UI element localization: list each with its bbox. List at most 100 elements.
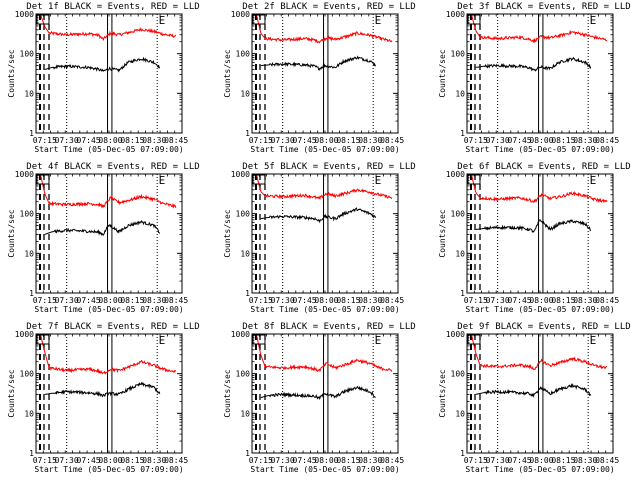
x-axis-label: Start Time (05-Dec-05 07:09:00) bbox=[250, 305, 399, 314]
plot-area bbox=[39, 334, 177, 453]
x-tick-label: 07:15 bbox=[249, 136, 273, 145]
y-tick-label: 100 bbox=[236, 370, 251, 379]
chart-panel-6: Det 6f BLACK = Events, RED = LLD E 1 10 100 1… bbox=[438, 162, 631, 314]
y-tick-label: 1000 bbox=[231, 330, 250, 339]
marker-label: E bbox=[375, 174, 382, 187]
plot-frame bbox=[466, 333, 614, 454]
x-tick-label: 07:30 bbox=[486, 136, 510, 145]
y-axis-label: Counts/sec bbox=[438, 209, 447, 257]
plot-frame bbox=[35, 173, 183, 294]
plot-frame bbox=[466, 173, 614, 294]
events-rate-line bbox=[260, 385, 376, 401]
plot-area bbox=[470, 14, 608, 133]
x-tick-label: 08:00 bbox=[98, 456, 122, 465]
plot-frame bbox=[251, 333, 399, 454]
panel-title: Det 2f BLACK = Events, RED = LLD bbox=[242, 2, 415, 12]
x-axis-label: Start Time (05-Dec-05 07:09:00) bbox=[34, 305, 183, 314]
y-axis-label: Counts/sec bbox=[223, 369, 232, 417]
x-tick-label: 07:30 bbox=[271, 456, 295, 465]
y-tick-label: 100 bbox=[236, 50, 251, 59]
y-tick-label: 1000 bbox=[231, 170, 250, 179]
x-tick-label: 08:00 bbox=[98, 296, 122, 305]
x-tick-label: 07:15 bbox=[33, 136, 57, 145]
x-tick-label: 07:15 bbox=[464, 456, 488, 465]
y-tick-label: 1000 bbox=[15, 330, 34, 339]
x-axis-label: Start Time (05-Dec-05 07:09:00) bbox=[465, 145, 614, 154]
lld-rate-line bbox=[255, 334, 393, 373]
lld-rate-line bbox=[255, 14, 393, 44]
x-tick-label: 07:30 bbox=[486, 296, 510, 305]
x-tick-label: 08:00 bbox=[529, 296, 553, 305]
y-tick-label: 1000 bbox=[446, 330, 465, 339]
x-tick-label: 07:45 bbox=[77, 136, 101, 145]
y-tick-label: 10 bbox=[455, 249, 465, 258]
plot-frame bbox=[251, 13, 399, 134]
x-axis-label: Start Time (05-Dec-05 07:09:00) bbox=[250, 145, 399, 154]
chart-panel-9: Det 9f BLACK = Events, RED = LLD E 1 10 100 1… bbox=[438, 322, 631, 474]
plot-area bbox=[255, 334, 393, 453]
plot-area bbox=[470, 174, 608, 293]
plot-area bbox=[39, 14, 176, 133]
y-tick-label: 10 bbox=[240, 249, 250, 258]
y-tick-label: 10 bbox=[24, 249, 34, 258]
x-tick-label: 08:00 bbox=[314, 296, 338, 305]
x-tick-label: 08:30 bbox=[142, 456, 166, 465]
lld-rate-line bbox=[39, 334, 177, 375]
lld-rate-line bbox=[39, 174, 177, 209]
lld-rate-line bbox=[39, 14, 176, 42]
chart-panel-8: Det 8f BLACK = Events, RED = LLD E 1 10 100 1… bbox=[223, 322, 416, 474]
y-tick-label: 1 bbox=[245, 449, 250, 458]
events-rate-line bbox=[44, 56, 161, 73]
events-rate-line bbox=[44, 381, 161, 398]
x-tick-label: 08:45 bbox=[164, 136, 188, 145]
plot-area bbox=[39, 174, 177, 293]
chart-panel-3: Det 3f BLACK = Events, RED = LLD E 1 10 100 1… bbox=[438, 2, 631, 154]
panel-title: Det 4f BLACK = Events, RED = LLD bbox=[26, 162, 199, 172]
x-tick-label: 07:30 bbox=[55, 296, 79, 305]
x-tick-label: 08:15 bbox=[120, 456, 144, 465]
y-tick-label: 100 bbox=[451, 210, 466, 219]
marker-label: E bbox=[159, 174, 166, 187]
y-tick-label: 100 bbox=[451, 50, 466, 59]
events-rate-line bbox=[44, 219, 161, 237]
y-tick-label: 10 bbox=[24, 409, 34, 418]
x-tick-label: 08:00 bbox=[314, 136, 338, 145]
y-tick-label: 1000 bbox=[15, 170, 34, 179]
x-tick-label: 08:15 bbox=[551, 456, 575, 465]
y-tick-label: 100 bbox=[236, 210, 251, 219]
y-axis-label: Counts/sec bbox=[438, 369, 447, 417]
y-tick-label: 10 bbox=[24, 89, 34, 98]
x-tick-label: 07:45 bbox=[77, 296, 101, 305]
x-tick-label: 07:15 bbox=[464, 136, 488, 145]
x-axis-label: Start Time (05-Dec-05 07:09:00) bbox=[34, 465, 183, 474]
events-rate-line bbox=[260, 207, 377, 224]
marker-label: E bbox=[375, 334, 382, 347]
y-tick-label: 10 bbox=[240, 89, 250, 98]
x-tick-label: 07:15 bbox=[249, 296, 273, 305]
y-tick-label: 1 bbox=[460, 289, 465, 298]
chart-panel-4: Det 4f BLACK = Events, RED = LLD E 1 10 100 1… bbox=[7, 162, 200, 314]
x-tick-label: 08:00 bbox=[314, 456, 338, 465]
events-rate-line bbox=[475, 383, 592, 398]
x-tick-label: 08:15 bbox=[551, 296, 575, 305]
lld-rate-line bbox=[470, 174, 608, 203]
panel-title: Det 8f BLACK = Events, RED = LLD bbox=[242, 322, 415, 332]
panel-title: Det 1f BLACK = Events, RED = LLD bbox=[26, 2, 199, 12]
x-tick-label: 08:00 bbox=[98, 136, 122, 145]
x-tick-label: 07:15 bbox=[33, 296, 57, 305]
y-tick-label: 1 bbox=[460, 449, 465, 458]
x-tick-label: 07:45 bbox=[293, 136, 317, 145]
y-axis-label: Counts/sec bbox=[223, 49, 232, 97]
x-tick-label: 08:30 bbox=[573, 296, 597, 305]
x-tick-label: 08:15 bbox=[120, 136, 144, 145]
x-tick-label: 08:45 bbox=[380, 456, 404, 465]
x-tick-label: 08:30 bbox=[358, 136, 382, 145]
marker-label: E bbox=[590, 334, 597, 347]
chart-panel-2: Det 2f BLACK = Events, RED = LLD E 1 10 100 1… bbox=[223, 2, 416, 154]
panel-title: Det 5f BLACK = Events, RED = LLD bbox=[242, 162, 415, 172]
x-axis-label: Start Time (05-Dec-05 07:09:00) bbox=[34, 145, 183, 154]
plot-frame bbox=[35, 13, 183, 134]
y-axis-label: Counts/sec bbox=[7, 369, 16, 417]
x-tick-label: 07:45 bbox=[293, 296, 317, 305]
x-tick-label: 07:15 bbox=[464, 296, 488, 305]
